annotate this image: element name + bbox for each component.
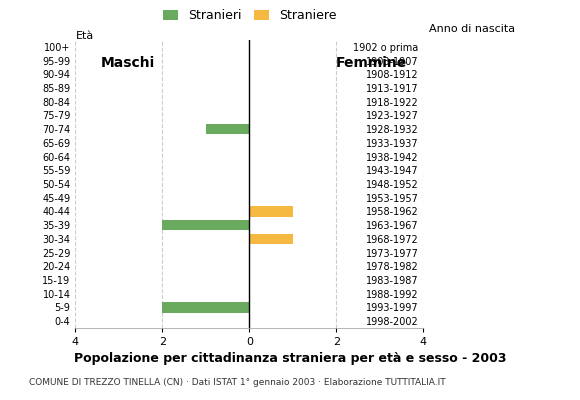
Text: COMUNE DI TREZZO TINELLA (CN) · Dati ISTAT 1° gennaio 2003 · Elaborazione TUTTIT: COMUNE DI TREZZO TINELLA (CN) · Dati IST… [29,378,445,387]
Text: Popolazione per cittadinanza straniera per età e sesso - 2003: Popolazione per cittadinanza straniera p… [74,352,506,365]
Text: Maschi: Maschi [100,56,155,70]
Text: Anno di nascita: Anno di nascita [429,24,515,34]
Legend: Stranieri, Straniere: Stranieri, Straniere [162,9,336,22]
Bar [162,302,249,312]
Text: Femmine: Femmine [336,56,407,70]
Bar [206,124,249,134]
Bar [249,206,293,216]
Bar [249,234,293,244]
Text: Età: Età [75,31,93,41]
Bar [162,220,249,230]
